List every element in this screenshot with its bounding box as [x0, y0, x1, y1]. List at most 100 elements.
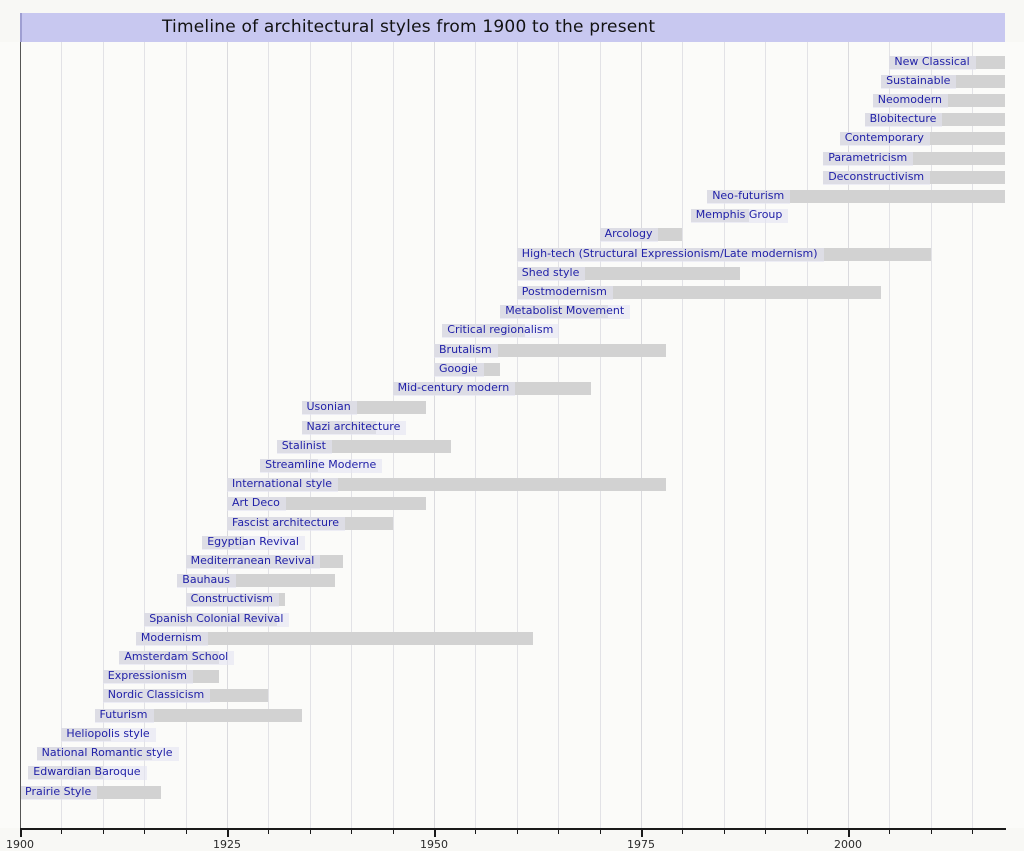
style-label[interactable]: Blobitecture: [864, 113, 943, 128]
style-label[interactable]: Fascist architecture: [227, 516, 345, 531]
style-label[interactable]: Critical regionalism: [442, 324, 560, 339]
timeline-bar: Critical regionalism: [442, 324, 560, 339]
style-label[interactable]: Contemporary: [839, 132, 930, 147]
style-label[interactable]: Nordic Classicism: [102, 689, 211, 704]
timeline-bar: Arcology: [599, 228, 683, 243]
style-label[interactable]: Bauhaus: [177, 574, 236, 589]
gridline-1940: [351, 42, 353, 828]
timeline-bar: Deconstructivism: [823, 170, 1006, 185]
gridline-2010: [930, 42, 932, 828]
style-label[interactable]: Stalinist: [276, 439, 332, 454]
timeline-bar: Metabolist Movement: [500, 305, 631, 320]
style-label[interactable]: Mid-century modern: [392, 382, 516, 397]
timeline-bar: Prairie Style: [20, 785, 161, 800]
timeline-bar: Neo-futurism: [707, 190, 1006, 204]
axis-tick-1940: [351, 830, 353, 834]
timeline-bar: Streamline Moderne: [260, 458, 383, 473]
axis-tick-1970: [599, 830, 601, 834]
axis-tick-1930: [268, 830, 270, 834]
axis-tick-1935: [309, 830, 311, 834]
chart-title-bar: Timeline of architectural styles from 19…: [20, 13, 1005, 42]
style-label[interactable]: Neo-futurism: [707, 190, 791, 204]
axis-tick-1965: [558, 830, 560, 834]
axis-label-2000: 2000: [834, 838, 862, 851]
style-label[interactable]: Heliopolis style: [61, 727, 156, 742]
style-label[interactable]: Memphis Group: [690, 209, 789, 224]
axis-tick-1990: [765, 830, 767, 834]
style-label[interactable]: Deconstructivism: [823, 170, 931, 185]
axis-tick-2000: [848, 830, 850, 837]
style-label[interactable]: Metabolist Movement: [500, 305, 631, 320]
gridline-1950: [434, 42, 435, 828]
style-label[interactable]: Sustainable: [881, 74, 957, 89]
style-label[interactable]: Streamline Moderne: [260, 458, 383, 473]
x-axis-line: [20, 828, 1006, 830]
timeline-bar: Egyptian Revival: [202, 535, 305, 550]
timeline-bar: Contemporary: [839, 132, 1006, 147]
style-label[interactable]: Mediterranean Revival: [185, 555, 321, 569]
timeline-bar: Bauhaus: [177, 574, 335, 589]
style-label[interactable]: Neomodern: [872, 93, 949, 108]
style-label[interactable]: Parametricism: [823, 151, 914, 166]
gridline-1995: [806, 42, 808, 828]
gridline-1935: [309, 42, 311, 828]
style-label[interactable]: Spanish Colonial Revival: [144, 612, 290, 627]
timeline-bar: Postmodernism: [516, 286, 882, 300]
style-label[interactable]: Postmodernism: [516, 286, 613, 300]
style-label[interactable]: Futurism: [94, 708, 154, 723]
timeline-bar: Constructivism: [185, 593, 285, 608]
gridline-1910: [102, 42, 104, 828]
axis-tick-1975: [641, 830, 643, 837]
axis-tick-2005: [889, 830, 891, 834]
style-label[interactable]: Brutalism: [434, 343, 498, 358]
style-label[interactable]: Googie: [434, 362, 484, 377]
timeline-bar: Shed style: [516, 266, 741, 281]
style-label[interactable]: Prairie Style: [20, 785, 98, 800]
timeline-bar: Usonian: [301, 401, 426, 416]
axis-tick-1955: [475, 830, 477, 834]
style-label[interactable]: Expressionism: [102, 670, 194, 685]
timeline-bar: Mid-century modern: [392, 382, 592, 397]
style-label[interactable]: National Romantic style: [36, 747, 179, 762]
axis-tick-1960: [516, 830, 518, 834]
gridline-1985: [723, 42, 725, 828]
style-label[interactable]: Art Deco: [227, 497, 286, 512]
timeline-bar: Stalinist: [276, 439, 451, 454]
style-label[interactable]: Nazi architecture: [301, 420, 407, 435]
style-label[interactable]: High-tech (Structural Expressionism/Late…: [516, 247, 824, 262]
timeline-bar: Googie: [434, 362, 501, 377]
style-label[interactable]: Arcology: [599, 228, 659, 243]
chart-title: Timeline of architectural styles from 19…: [162, 17, 656, 37]
axis-label-1900: 1900: [6, 838, 34, 851]
gridline-1990: [765, 42, 767, 828]
axis-tick-2015: [972, 830, 974, 834]
axis-tick-1995: [806, 830, 808, 834]
style-label[interactable]: Modernism: [135, 631, 208, 646]
timeline-bar: Futurism: [94, 708, 302, 723]
gridline-1930: [268, 42, 270, 828]
style-label[interactable]: Amsterdam School: [119, 651, 235, 665]
timeline-bar: Modernism: [135, 631, 534, 646]
gridline-1980: [682, 42, 684, 828]
axis-tick-1945: [392, 830, 394, 834]
timeline-bar: Nazi architecture: [301, 420, 407, 435]
gridline-2000: [848, 42, 849, 828]
style-label[interactable]: Shed style: [516, 266, 586, 281]
timeline-bar: National Romantic style: [36, 747, 179, 762]
timeline-bar: Expressionism: [102, 670, 219, 685]
style-label[interactable]: Egyptian Revival: [202, 535, 305, 550]
style-label[interactable]: New Classical: [889, 55, 976, 70]
axis-tick-1925: [227, 830, 229, 837]
style-label[interactable]: Usonian: [301, 401, 357, 416]
axis-tick-1910: [102, 830, 104, 834]
style-label[interactable]: Edwardian Baroque: [28, 766, 147, 781]
gridline-1905: [61, 42, 63, 828]
gridline-2005: [889, 42, 891, 828]
gridline-1920: [185, 42, 187, 828]
axis-label-1925: 1925: [213, 838, 241, 851]
timeline-bar: High-tech (Structural Expressionism/Late…: [516, 247, 931, 262]
timeline-bar: International style: [227, 478, 666, 493]
timeline-bar: Nordic Classicism: [102, 689, 269, 704]
style-label[interactable]: International style: [227, 478, 339, 493]
style-label[interactable]: Constructivism: [185, 593, 279, 608]
